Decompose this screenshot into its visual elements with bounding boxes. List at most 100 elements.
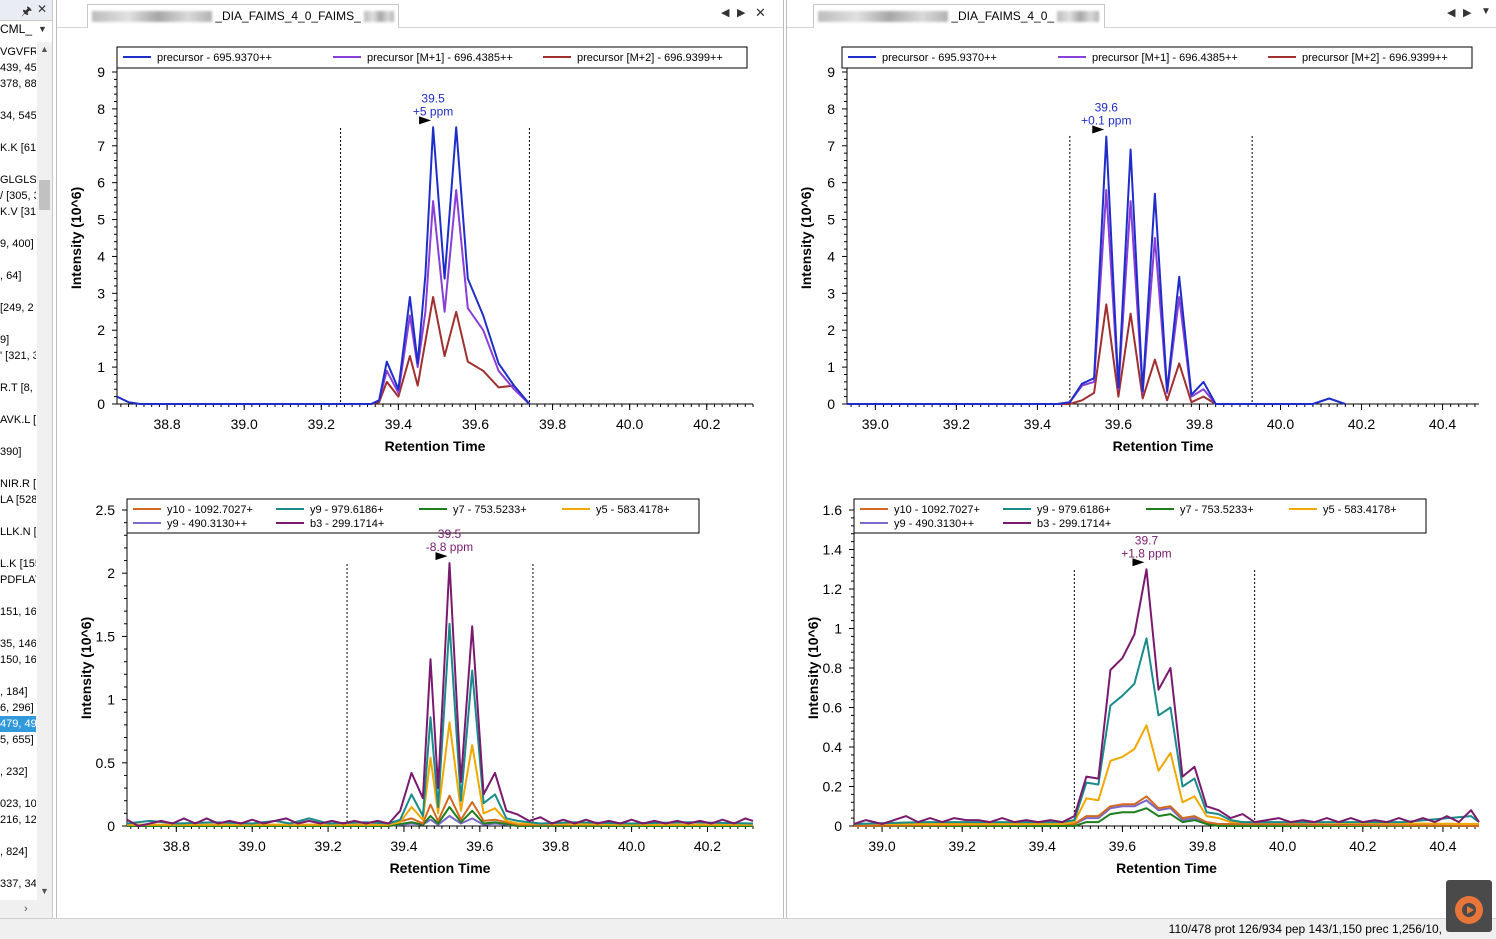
- series-line[interactable]: [1057, 303, 1217, 405]
- tree-item[interactable]: , 232]: [0, 766, 28, 778]
- tree-item[interactable]: LLK.N [: [0, 526, 36, 538]
- series-line[interactable]: [847, 135, 1346, 405]
- legend-item[interactable]: b3 - 299.1714+: [276, 518, 384, 530]
- precursor-chromatogram[interactable]: precursor - 695.9370++ precursor [M+1] - …: [787, 28, 1496, 468]
- document-tab[interactable]: _DIA_FAIMS_4_0_: [813, 4, 1105, 28]
- series-line[interactable]: [1057, 189, 1217, 405]
- fragment-chart-area[interactable]: y10 - 1092.7027+ y9 - 979.6186+ y7 - 753.5…: [57, 480, 781, 918]
- next-tab-icon[interactable]: ▶: [1463, 7, 1472, 19]
- scroll-down-icon[interactable]: ▼: [40, 886, 49, 896]
- tree-item[interactable]: [249, 2: [0, 302, 34, 314]
- legend-item[interactable]: y5 - 583.4178+: [1289, 504, 1397, 516]
- series-line[interactable]: [126, 622, 754, 825]
- legend-item[interactable]: y9 - 490.3130++: [860, 518, 974, 530]
- peak-annotation[interactable]: 39.5-8.8 ppm: [426, 527, 473, 561]
- vertical-scrollbar[interactable]: [37, 42, 52, 900]
- legend-item[interactable]: precursor [M+1] - 696.4385++: [1058, 52, 1238, 64]
- tree-item[interactable]: 9, 400]: [0, 238, 34, 250]
- tree-item[interactable]: K.K [61,: [0, 142, 36, 154]
- legend-item[interactable]: y9 - 490.3130++: [133, 518, 247, 530]
- legend-item[interactable]: y5 - 583.4178+: [562, 504, 670, 516]
- peptide-tree-panel[interactable]: 🖈 ✕ CML_ ▼ VGVFR.I 439, 45 378, 88 34, 545]…: [0, 0, 53, 918]
- series-line[interactable]: [371, 296, 531, 405]
- scroll-up-icon[interactable]: ▲: [40, 44, 49, 54]
- tree-item[interactable]: 439, 45: [0, 62, 36, 74]
- pin-icon[interactable]: 🖈: [21, 4, 33, 18]
- tree-item[interactable]: PDFLAY: [0, 574, 36, 586]
- tree-item[interactable]: VGVFR.I: [0, 46, 36, 58]
- peak-annotation[interactable]: 39.5+5 ppm: [413, 91, 453, 125]
- tree-item[interactable]: L.K [155: [0, 558, 36, 570]
- peak-annotation[interactable]: 39.6+0.1 ppm: [1081, 101, 1131, 134]
- tree-item[interactable]: 216, 12: [0, 814, 36, 826]
- fragment-chromatogram[interactable]: y10 - 1092.7027+ y9 - 979.6186+ y7 - 753.5…: [787, 480, 1496, 918]
- tree-item[interactable]: 150, 162: [0, 654, 36, 666]
- legend-item[interactable]: y9 - 979.6186+: [276, 504, 384, 516]
- tree-item[interactable]: , 64]: [0, 270, 22, 282]
- tree-item[interactable]: 35, 146]: [0, 638, 36, 650]
- tree-item[interactable]: , 824]: [0, 846, 28, 858]
- tab-dropdown-icon[interactable]: ▼: [1481, 6, 1491, 17]
- series-line[interactable]: [370, 189, 531, 405]
- legend-item[interactable]: y9 - 979.6186+: [1003, 504, 1111, 516]
- legend-item[interactable]: b3 - 299.1714+: [1003, 518, 1111, 530]
- tree-item[interactable]: 34, 545]: [0, 110, 36, 122]
- document-tab[interactable]: _DIA_FAIMS_4_0_FAIMS_: [87, 4, 399, 28]
- tree-item[interactable]: 390]: [0, 446, 22, 458]
- prev-tab-icon[interactable]: ◀: [1447, 7, 1456, 19]
- next-tab-icon[interactable]: ▶: [737, 7, 746, 19]
- tree-item[interactable]: 9]: [0, 334, 10, 346]
- tree-item[interactable]: 337, 347: [0, 878, 36, 890]
- series-line[interactable]: [126, 562, 754, 827]
- legend-item[interactable]: precursor - 695.9370++: [848, 52, 997, 64]
- horizontal-scrollbar[interactable]: [0, 900, 52, 918]
- peak-marker-icon: [435, 552, 448, 561]
- close-icon[interactable]: ✕: [37, 2, 48, 16]
- scroll-right-icon[interactable]: ›: [24, 903, 28, 915]
- tree-item[interactable]: GLGLSI: [0, 174, 36, 186]
- fragment-chromatogram[interactable]: y10 - 1092.7027+ y9 - 979.6186+ y7 - 753.5…: [57, 480, 781, 918]
- series-line[interactable]: [127, 814, 753, 827]
- close-pane-icon[interactable]: ✕: [755, 5, 766, 20]
- scrollbar-thumb[interactable]: [39, 180, 50, 210]
- series-line[interactable]: [116, 126, 531, 405]
- legend-item[interactable]: y7 - 753.5233+: [419, 504, 527, 516]
- legend-item[interactable]: precursor [M+1] - 696.4385++: [333, 52, 513, 64]
- series-line[interactable]: [854, 807, 1479, 827]
- tree-item[interactable]: NIR.R [: [0, 478, 36, 490]
- legend-item[interactable]: precursor [M+2] - 696.9399++: [1268, 52, 1448, 64]
- tree-item[interactable]: ' [321, 3: [0, 350, 36, 362]
- tree-item[interactable]: 6, 296]: [0, 702, 34, 714]
- peak-marker-icon: [1132, 558, 1145, 567]
- series-line[interactable]: [853, 637, 1480, 825]
- legend-item[interactable]: precursor - 695.9370++: [123, 52, 272, 64]
- legend-item[interactable]: y7 - 753.5233+: [1146, 504, 1254, 516]
- tree-item[interactable]: 479, 49: [0, 716, 36, 732]
- tree-item[interactable]: LA [528: [0, 494, 36, 506]
- legend-item[interactable]: y10 - 1092.7027+: [860, 504, 980, 516]
- tree-item[interactable]: K.V [31: [0, 206, 36, 218]
- series-line[interactable]: [127, 806, 753, 827]
- peak-annotation[interactable]: 39.7+1.8 ppm: [1121, 533, 1172, 567]
- tree-item[interactable]: 151, 162: [0, 606, 36, 618]
- series-line[interactable]: [853, 568, 1480, 825]
- legend-item[interactable]: precursor [M+2] - 696.9399++: [543, 52, 723, 64]
- tree-item[interactable]: 378, 88: [0, 78, 36, 90]
- precursor-chart-area[interactable]: precursor - 695.9370++ precursor [M+1] - …: [57, 28, 781, 468]
- fragment-chart-area[interactable]: y10 - 1092.7027+ y9 - 979.6186+ y7 - 753.5…: [787, 480, 1496, 918]
- series-line[interactable]: [853, 795, 1480, 827]
- tree-item[interactable]: 5, 655]: [0, 734, 34, 746]
- series-line[interactable]: [127, 721, 753, 826]
- precursor-chart-area[interactable]: precursor - 695.9370++ precursor [M+1] - …: [787, 28, 1496, 468]
- series-line[interactable]: [127, 794, 753, 826]
- tree-item[interactable]: , 184]: [0, 686, 28, 698]
- tree-item[interactable]: R.T [8,: [0, 382, 33, 394]
- series-line[interactable]: [854, 724, 1480, 825]
- tree-item[interactable]: AVK.L [: [0, 414, 36, 426]
- chevron-down-icon[interactable]: ▼: [38, 24, 47, 34]
- precursor-chromatogram[interactable]: precursor - 695.9370++ precursor [M+1] - …: [57, 28, 781, 468]
- tree-item[interactable]: 023, 10: [0, 798, 36, 810]
- tree-item[interactable]: / [305, 3: [0, 190, 36, 202]
- prev-tab-icon[interactable]: ◀: [721, 7, 730, 19]
- legend-item[interactable]: y10 - 1092.7027+: [133, 504, 253, 516]
